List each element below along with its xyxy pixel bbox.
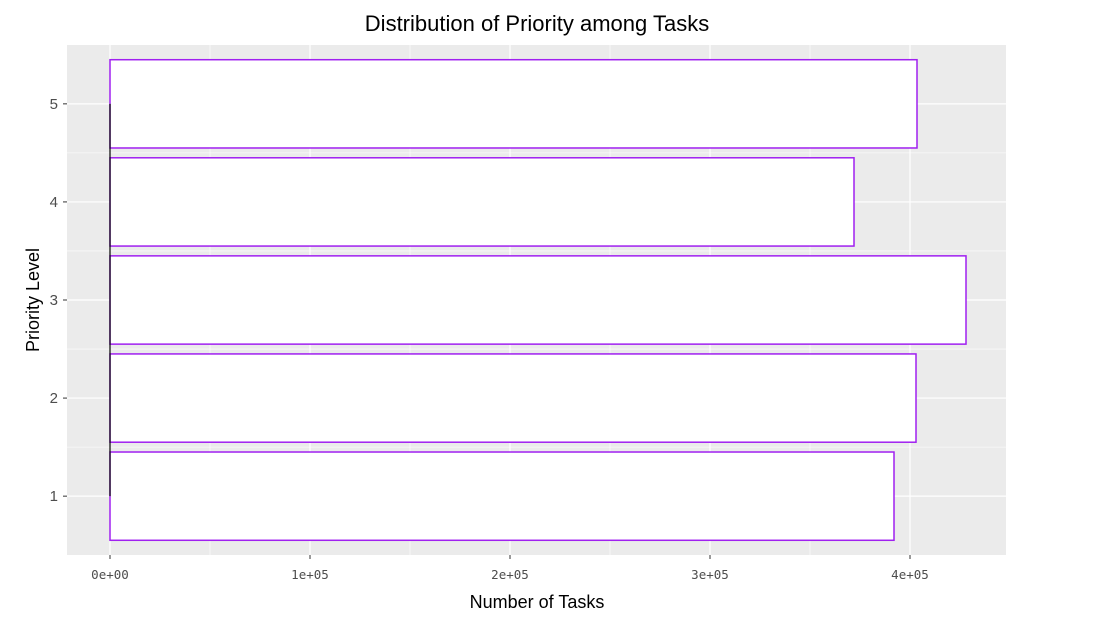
bar-priority-4 (109, 157, 855, 247)
x-axis-title: Number of Tasks (470, 592, 605, 612)
x-tick-label: 0e+00 (91, 567, 129, 582)
bar-priority-3 (109, 255, 967, 345)
y-tick-label: 3 (50, 292, 58, 309)
bar-priority-5 (109, 58, 918, 149)
x-tick-label: 1e+05 (291, 567, 329, 582)
y-tick-label: 2 (50, 390, 58, 407)
chart-title: Distribution of Priority among Tasks (365, 11, 709, 36)
y-tick-label: 1 (50, 488, 58, 505)
y-axis: 1 2 3 4 5 (50, 96, 67, 505)
y-tick-label: 4 (50, 194, 58, 211)
x-tick-label: 2e+05 (491, 567, 529, 582)
bars (109, 58, 967, 542)
x-tick-label: 4e+05 (891, 567, 929, 582)
y-tick-label: 5 (50, 96, 58, 113)
x-tick-label: 3e+05 (691, 567, 729, 582)
bar-priority-2 (109, 353, 917, 443)
x-axis: 0e+00 1e+05 2e+05 3e+05 4e+05 (91, 555, 929, 582)
y-axis-title: Priority Level (23, 248, 43, 352)
bar-priority-1 (109, 451, 895, 542)
